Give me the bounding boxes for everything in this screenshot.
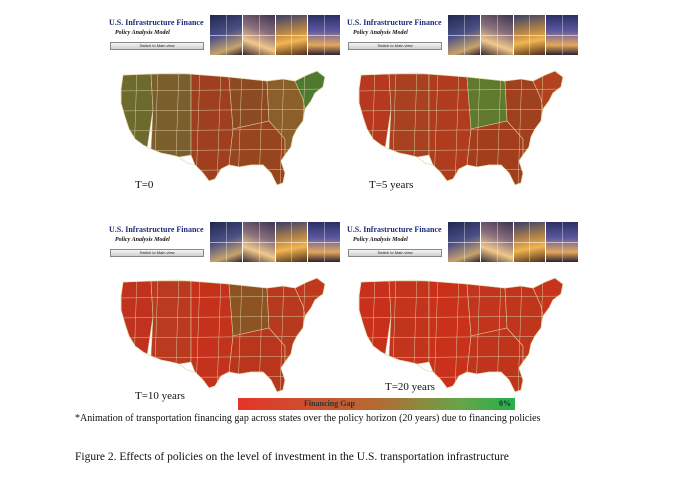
- state-border: [359, 168, 563, 172]
- map-region-midwest[interactable]: [228, 76, 270, 130]
- panel-header: U.S. Infrastructure Finance Policy Analy…: [345, 15, 578, 75]
- legend-end-label: 0%: [499, 399, 511, 408]
- us-states-map[interactable]: [117, 276, 331, 394]
- map-region-west[interactable]: [359, 73, 392, 150]
- us-states-map[interactable]: [355, 69, 569, 187]
- panel-header: U.S. Infrastructure Finance Policy Analy…: [107, 15, 340, 75]
- state-border: [121, 128, 325, 132]
- app-title: U.S. Infrastructure Finance: [347, 18, 442, 27]
- state-border: [216, 278, 222, 392]
- state-border: [359, 108, 563, 112]
- header-photo-strip: [210, 222, 340, 262]
- figure-caption: Figure 2. Effects of policies on the lev…: [75, 451, 509, 463]
- map-region-mountain[interactable]: [150, 73, 192, 158]
- us-states-map[interactable]: [355, 276, 569, 394]
- us-outline: [358, 277, 564, 393]
- us-outline: [120, 70, 326, 186]
- state-border: [517, 278, 523, 392]
- state-border: [359, 295, 563, 299]
- us-states-map[interactable]: [117, 69, 331, 187]
- app-title: U.S. Infrastructure Finance: [347, 225, 442, 234]
- header-photo: [513, 15, 546, 55]
- state-border: [279, 71, 285, 185]
- state-border: [359, 128, 563, 132]
- app-title: U.S. Infrastructure Finance: [109, 225, 204, 234]
- legend-label: Financing Gap: [304, 399, 355, 408]
- header-photo: [448, 15, 480, 55]
- map-region-west[interactable]: [359, 280, 392, 357]
- header-photo: [210, 222, 242, 262]
- footnote: *Animation of transportation financing g…: [75, 413, 541, 424]
- map-panel-t0: U.S. Infrastructure Finance Policy Analy…: [107, 15, 340, 193]
- header-photo-strip: [448, 15, 578, 55]
- financing-gap-legend: Financing Gap 0%: [238, 398, 515, 410]
- state-border: [454, 71, 460, 185]
- map-region-west[interactable]: [121, 73, 154, 150]
- app-subtitle: Policy Analysis Model: [353, 30, 408, 36]
- us-outline: [120, 277, 326, 393]
- header-photo: [275, 15, 308, 55]
- map-region-south[interactable]: [466, 120, 524, 185]
- header-photo-strip: [210, 15, 340, 55]
- header-photo: [546, 15, 578, 55]
- state-border: [359, 88, 563, 92]
- app-subtitle: Policy Analysis Model: [353, 237, 408, 243]
- header-photo: [448, 222, 480, 262]
- time-label-t5: T=5 years: [369, 179, 414, 191]
- state-border: [279, 278, 285, 392]
- map-region-mountain[interactable]: [388, 280, 430, 365]
- time-label-t10: T=10 years: [135, 390, 185, 402]
- switch-view-button[interactable]: Switch to Main view: [348, 42, 442, 50]
- state-border: [454, 278, 460, 392]
- state-border: [121, 335, 325, 339]
- state-border: [121, 88, 325, 92]
- state-border: [121, 315, 325, 319]
- map-region-midwest[interactable]: [228, 283, 270, 337]
- header-photo: [308, 222, 340, 262]
- header-photo: [480, 15, 513, 55]
- header-photo: [242, 15, 275, 55]
- map-region-mountain[interactable]: [150, 280, 192, 365]
- state-border: [359, 315, 563, 319]
- state-border: [121, 168, 325, 172]
- map-region-south[interactable]: [228, 327, 286, 392]
- map-region-west[interactable]: [121, 280, 154, 357]
- app-subtitle: Policy Analysis Model: [115, 30, 170, 36]
- switch-view-button[interactable]: Switch to Main view: [110, 249, 204, 257]
- switch-view-button[interactable]: Switch to Main view: [348, 249, 442, 257]
- state-border: [216, 71, 222, 185]
- time-label-t20: T=20 years: [385, 381, 435, 393]
- map-region-mountain[interactable]: [388, 73, 430, 158]
- map-region-midwest[interactable]: [466, 283, 508, 337]
- state-border: [121, 375, 325, 379]
- map-region-south[interactable]: [228, 120, 286, 185]
- state-border: [121, 295, 325, 299]
- state-border: [359, 375, 563, 379]
- app-subtitle: Policy Analysis Model: [115, 237, 170, 243]
- app-title: U.S. Infrastructure Finance: [109, 18, 204, 27]
- header-photo: [513, 222, 546, 262]
- state-border: [121, 108, 325, 112]
- state-border: [517, 71, 523, 185]
- header-photo: [275, 222, 308, 262]
- switch-view-button[interactable]: Switch to Main view: [110, 42, 204, 50]
- map-panel-t5: U.S. Infrastructure Finance Policy Analy…: [345, 15, 578, 193]
- map-panel-t20: U.S. Infrastructure Finance Policy Analy…: [345, 222, 578, 400]
- panel-header: U.S. Infrastructure Finance Policy Analy…: [345, 222, 578, 282]
- map-region-midwest[interactable]: [466, 76, 508, 130]
- header-photo: [308, 15, 340, 55]
- state-border: [359, 335, 563, 339]
- header-photo: [480, 222, 513, 262]
- map-panel-t10: U.S. Infrastructure Finance Policy Analy…: [107, 222, 340, 400]
- panel-header: U.S. Infrastructure Finance Policy Analy…: [107, 222, 340, 282]
- header-photo: [546, 222, 578, 262]
- header-photo-strip: [448, 222, 578, 262]
- header-photo: [242, 222, 275, 262]
- map-region-south[interactable]: [466, 327, 524, 392]
- us-outline: [358, 70, 564, 186]
- time-label-t0: T=0: [135, 179, 154, 191]
- header-photo: [210, 15, 242, 55]
